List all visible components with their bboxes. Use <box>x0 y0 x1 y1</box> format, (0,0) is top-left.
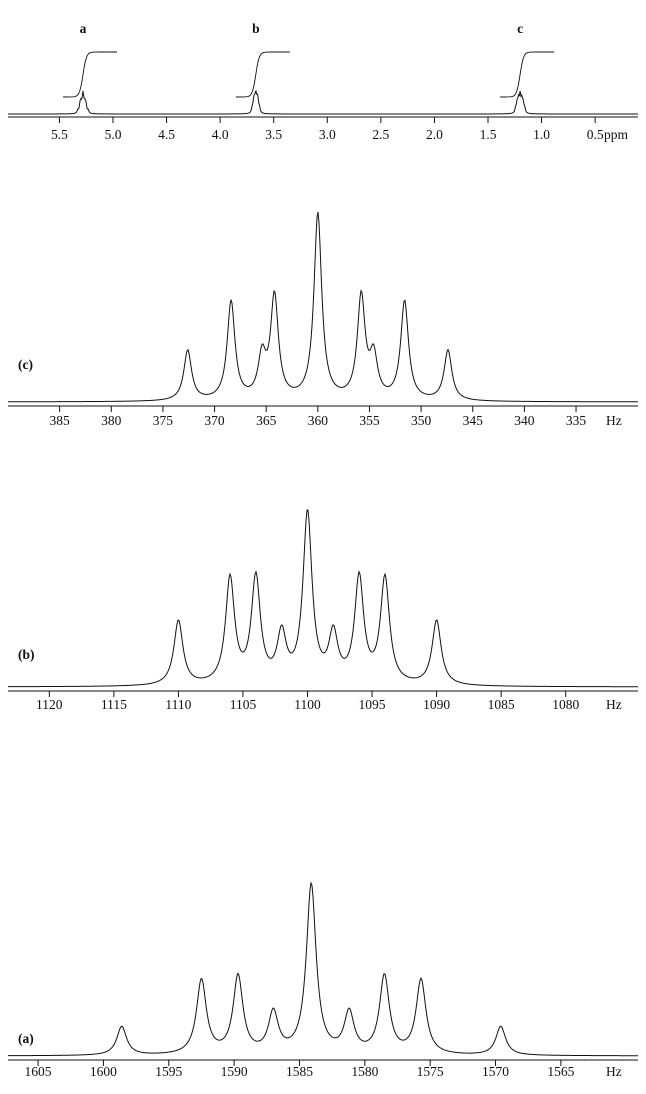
spectrum-trace <box>8 89 638 115</box>
tick-label: 335 <box>566 413 587 428</box>
tick-label: 1120 <box>36 697 63 712</box>
tick-label: 2.5 <box>372 127 389 142</box>
expansion-panel-b: 1120 1115 1110 1105 1100 1095 1090 1085 1080 Hz <box>7 509 638 712</box>
axis-unit-label: Hz <box>606 413 622 428</box>
tick-label: 1605 <box>25 1064 52 1079</box>
tick-label: 1080 <box>552 697 579 712</box>
spectrum-trace <box>8 881 638 1057</box>
expansion-panel-c: 385 380 375 370 365 360 355 350 345 340 335 Hz <box>8 211 638 428</box>
tick-label: 1100 <box>294 697 321 712</box>
tick-label: 375 <box>153 413 174 428</box>
tick-label: 4.0 <box>212 127 229 142</box>
tick-label: 360 <box>308 413 329 428</box>
full-spectrum-panel: 5.5 5.0 4.5 4.0 3.5 3.0 2.5 2.0 1.5 1.0 0.5 ppm a b c <box>8 21 638 142</box>
tick-label: 1105 <box>230 697 257 712</box>
tick-label: 1590 <box>221 1064 248 1079</box>
tick-label: 365 <box>256 413 277 428</box>
tick-label: 1110 <box>165 697 191 712</box>
tick-label: 0.5 <box>587 127 604 142</box>
expansion-panel-a: 1605 1600 1595 1590 1585 1580 1575 1570 1565 Hz <box>8 881 638 1079</box>
tick-label: 380 <box>101 413 122 428</box>
axis-unit-label: Hz <box>606 1064 622 1079</box>
tick-label: 3.5 <box>265 127 282 142</box>
multiplet-label: c <box>517 21 523 36</box>
multiplet-label: b <box>252 21 260 36</box>
panel-label-b: (b) <box>18 647 35 662</box>
tick-label: 370 <box>204 413 225 428</box>
tick-label: 385 <box>50 413 71 428</box>
tick-label: 1085 <box>488 697 515 712</box>
axis-unit-label: Hz <box>606 697 622 712</box>
tick-label: 1095 <box>359 697 386 712</box>
multiplet-label: a <box>80 21 87 36</box>
tick-label: 1585 <box>286 1064 313 1079</box>
tick-label: 1575 <box>417 1064 444 1079</box>
tick-label: 1115 <box>101 697 127 712</box>
tick-label: 350 <box>411 413 432 428</box>
tick-label: 355 <box>359 413 380 428</box>
tick-label: 2.0 <box>426 127 443 142</box>
integral-curve <box>235 51 290 98</box>
spectrum-trace <box>7 509 638 688</box>
integral-curve <box>500 51 555 98</box>
tick-label: 1565 <box>547 1064 574 1079</box>
tick-label: 1595 <box>155 1064 182 1079</box>
tick-label: 5.5 <box>51 127 68 142</box>
tick-label: 1.5 <box>480 127 497 142</box>
tick-label: 1580 <box>351 1064 378 1079</box>
tick-label: 3.0 <box>319 127 336 142</box>
tick-label: 5.0 <box>105 127 122 142</box>
tick-label: 345 <box>463 413 484 428</box>
spectrum-trace <box>8 211 638 403</box>
tick-label: 1600 <box>90 1064 117 1079</box>
panel-label-a: (a) <box>18 1031 34 1046</box>
tick-label: 4.5 <box>158 127 175 142</box>
axis-unit-label: ppm <box>604 127 629 142</box>
tick-label: 1570 <box>482 1064 509 1079</box>
tick-label: 1090 <box>423 697 450 712</box>
integral-curve <box>63 51 117 98</box>
tick-label: 1.0 <box>533 127 550 142</box>
tick-label: 340 <box>514 413 535 428</box>
panel-label-c: (c) <box>18 357 33 372</box>
